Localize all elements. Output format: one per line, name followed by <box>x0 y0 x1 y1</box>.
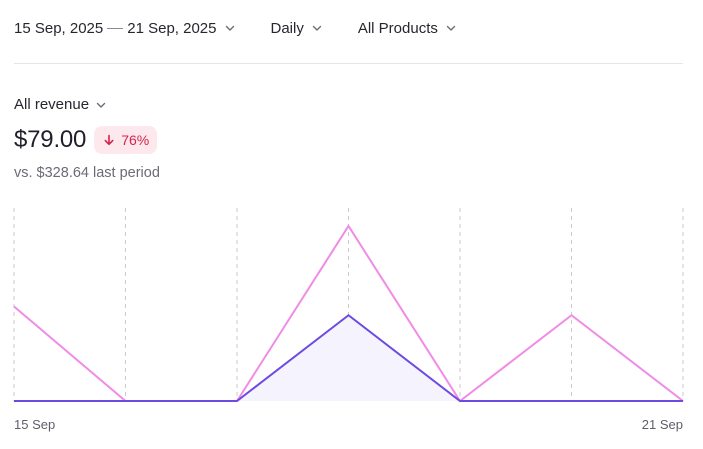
date-range-filter[interactable]: 15 Sep, 2025 21 Sep, 2025 <box>14 20 237 37</box>
filter-bar: 15 Sep, 2025 21 Sep, 2025 Daily All Prod… <box>14 17 458 39</box>
change-badge: 76% <box>94 126 158 154</box>
date-range-end: 21 Sep, 2025 <box>127 19 217 37</box>
chevron-down-icon <box>444 21 458 35</box>
products-filter[interactable]: All Products <box>358 20 458 37</box>
date-range-start: 15 Sep, 2025 <box>14 19 104 37</box>
metric-value: $79.00 <box>14 126 87 153</box>
filter-divider <box>14 63 683 64</box>
arrow-down-icon <box>102 133 116 147</box>
current-period-line <box>14 313 683 402</box>
chevron-down-icon <box>223 21 237 35</box>
date-range-separator <box>107 27 124 29</box>
metric-value-row: $79.00 76% <box>14 126 158 154</box>
products-filter-label: All Products <box>357 19 438 37</box>
interval-filter[interactable]: Daily <box>271 20 324 37</box>
chevron-down-icon <box>94 98 108 112</box>
comparison-text: vs. $328.64 last period <box>14 165 160 181</box>
x-tick-label: 15 Sep <box>14 417 55 432</box>
current-period-area <box>14 315 683 401</box>
metric-selector-label: All revenue <box>14 96 90 113</box>
interval-filter-label: Daily <box>270 19 304 37</box>
chevron-down-icon <box>310 21 324 35</box>
x-tick-label: 21 Sep <box>642 417 683 432</box>
metric-selector[interactable]: All revenue <box>14 96 108 113</box>
revenue-chart: 15 Sep 21 Sep <box>13 208 684 432</box>
change-badge-value: 76% <box>121 132 150 148</box>
